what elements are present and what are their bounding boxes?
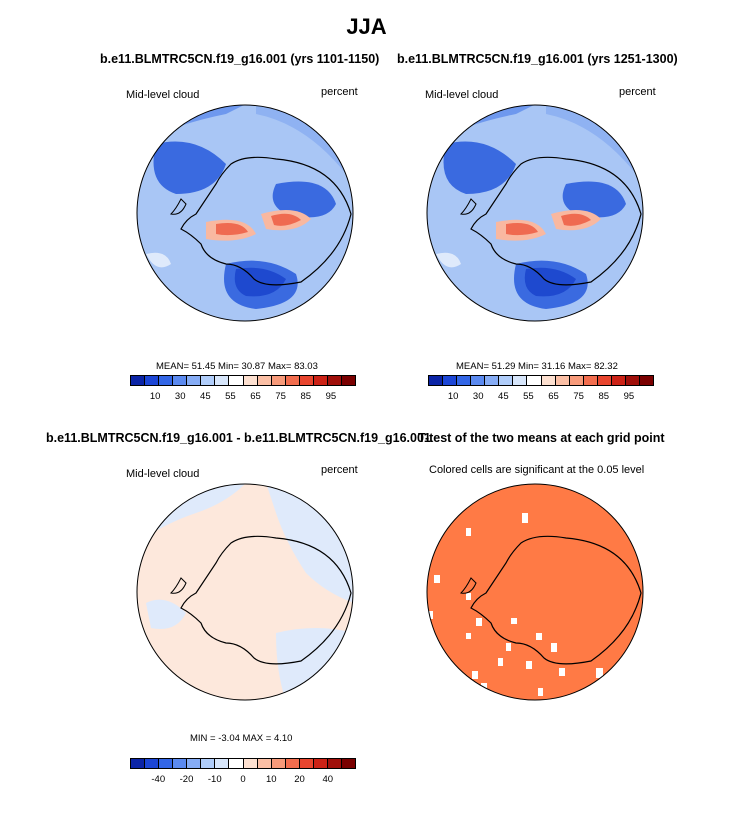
colorbar-tick-label: 75 [275,391,286,402]
colorbar-cell [285,376,300,385]
colorbar-cell [243,376,258,385]
colorbar-tick-label: -20 [179,774,194,785]
colorbar-cell [527,376,542,385]
colorbar-tick-label: 95 [623,391,635,402]
colorbar-cell [215,759,230,768]
panel-4-title: T-test of the two means at each grid poi… [418,431,665,445]
colorbar-tick-label: 10 [447,391,459,402]
colorbar-tick-label: 95 [325,391,337,402]
colorbar-tick-label: -10 [207,774,222,785]
colorbar-cell [457,376,472,385]
colorbar-tick-label: 75 [573,391,584,402]
colorbar-tick-label: 10 [265,774,277,785]
colorbar-tick-label: 85 [300,391,312,402]
panel-2-units-label: percent [619,86,656,98]
colorbar-cell [583,376,598,385]
panel-1-colorbar-ticks: 10 30 45 55 65 75 85 95 [130,391,356,403]
colorbar-cell [611,376,626,385]
colorbar-cell [313,759,328,768]
colorbar-cell [443,376,458,385]
colorbar-cell [341,759,355,768]
colorbar-tick-label: 55 [523,391,534,402]
colorbar-tick-label: -40 [151,774,166,785]
colorbar-cell [257,376,272,385]
colorbar-tick-label: 40 [322,774,334,785]
colorbar-cell [327,759,342,768]
colorbar-tick-label: 20 [294,774,305,785]
colorbar-cell [229,376,244,385]
colorbar-cell [229,759,244,768]
colorbar-cell [555,376,570,385]
panel-3-units-label: percent [321,464,358,476]
colorbar-cell [187,759,202,768]
panel-3-variable-label: Mid-level cloud [126,468,200,480]
colorbar-tick-label: 45 [498,391,509,402]
colorbar-cell [201,376,216,385]
panel-4-polar-map [426,483,644,701]
colorbar-tick-label: 65 [548,391,559,402]
colorbar-cell [131,376,146,385]
panel-2-title: b.e11.BLMTRC5CN.f19_g16.001 (yrs 1251-13… [397,52,678,66]
panel-3-title: b.e11.BLMTRC5CN.f19_g16.001 - b.e11.BLMT… [46,431,431,445]
colorbar-cell [313,376,328,385]
panel-2-polar-map [426,104,644,322]
colorbar-tick-label: 65 [250,391,261,402]
colorbar-cell [285,759,300,768]
panel-1-colorbar [130,375,356,386]
colorbar-cell [159,376,174,385]
colorbar-cell [429,376,444,385]
colorbar-cell [201,759,216,768]
colorbar-cell [513,376,528,385]
colorbar-cell [299,759,314,768]
colorbar-cell [639,376,653,385]
colorbar-cell [327,376,342,385]
colorbar-cell [243,759,258,768]
colorbar-cell [485,376,500,385]
colorbar-cell [257,759,272,768]
colorbar-cell [597,376,612,385]
colorbar-tick-label: 45 [200,391,211,402]
colorbar-cell [215,376,230,385]
colorbar-cell [271,759,286,768]
panel-4-subtitle: Colored cells are significant at the 0.0… [429,464,645,476]
colorbar-cell [145,759,160,768]
colorbar-cell [299,376,314,385]
colorbar-tick-label: 10 [149,391,161,402]
colorbar-tick-label: 55 [225,391,236,402]
panel-1-stats: MEAN= 51.45 Min= 30.87 Max= 83.03 [156,361,318,372]
colorbar-cell [541,376,556,385]
panel-2-colorbar [428,375,654,386]
panel-2-variable-label: Mid-level cloud [425,89,499,101]
colorbar-tick-label: 0 [240,774,246,785]
colorbar-tick-label: 30 [472,391,484,402]
panel-2-stats: MEAN= 51.29 Min= 31.16 Max= 82.32 [456,361,618,372]
colorbar-tick-label: 30 [174,391,186,402]
panel-2-colorbar-ticks: 10 30 45 55 65 75 85 95 [428,391,654,403]
panel-1-units-label: percent [321,86,358,98]
colorbar-tick-label: 85 [598,391,610,402]
panel-1-title: b.e11.BLMTRC5CN.f19_g16.001 (yrs 1101-11… [100,52,380,66]
panel-1-variable-label: Mid-level cloud [126,89,200,101]
colorbar-cell [159,759,174,768]
colorbar-cell [625,376,640,385]
colorbar-cell [341,376,355,385]
colorbar-cell [131,759,146,768]
panel-3-colorbar [130,758,356,769]
panel-3-stats: MIN = -3.04 MAX = 4.10 [190,733,293,744]
panel-3-polar-map [136,483,354,701]
colorbar-cell [471,376,486,385]
colorbar-cell [145,376,160,385]
colorbar-cell [569,376,584,385]
colorbar-cell [173,759,188,768]
panel-1-polar-map [136,104,354,322]
colorbar-cell [271,376,286,385]
colorbar-cell [173,376,188,385]
colorbar-cell [187,376,202,385]
figure-title: JJA [346,14,387,39]
panel-3-colorbar-ticks: -40 -20 -10 0 10 20 40 [130,774,356,786]
colorbar-cell [499,376,514,385]
